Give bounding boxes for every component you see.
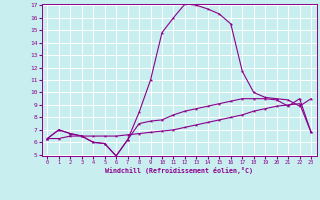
X-axis label: Windchill (Refroidissement éolien,°C): Windchill (Refroidissement éolien,°C) <box>105 167 253 174</box>
